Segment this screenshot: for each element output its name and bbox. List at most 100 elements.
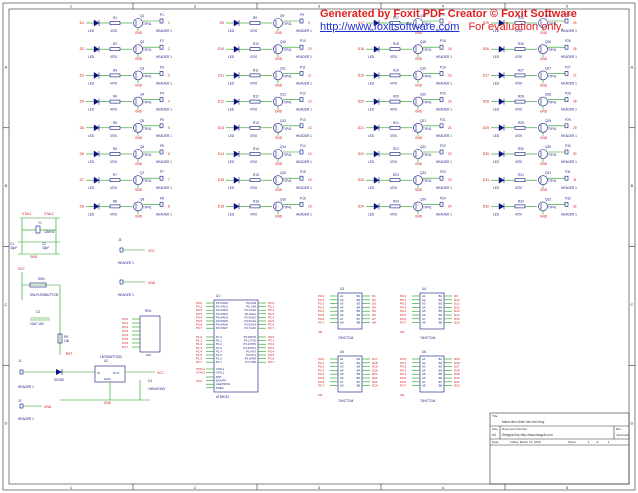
header-label: HEADER 1 [156,186,172,190]
transistor-ref: Q17 [420,14,426,18]
crystal-icon [35,225,41,234]
pin-label: P0.7/AD7 [216,326,228,330]
net-label: GND [148,281,156,285]
net-label: P2.1 [268,305,275,309]
led-driver-cell: D8 LED R8 4700 Q8 TIP41 GND P8 HEADER 1 8 [80,196,173,218]
resistor-value: 4700 [515,160,522,164]
net-label: D17 [358,21,364,25]
pin-label: B5 [357,372,361,376]
resistor-value: 4700 [515,29,522,33]
resistor-ref: R9 [253,16,257,20]
led-icon [93,176,100,184]
net-label: D27 [483,73,489,77]
header-ref: P29 [565,118,571,122]
gnd-label: GND [135,162,143,166]
gnd-label: GND [415,31,423,35]
resistor-ref: R29 [518,121,524,125]
pin-label: XTAL2 [216,371,225,375]
titleblock-value: 1 [588,440,590,444]
border-row-label: C [631,302,634,307]
pin-label: A3 [340,365,344,369]
titleblock-title: Mach dieu khien den led nhay [502,420,545,424]
header-label: HEADER 1 [156,108,172,112]
transistor-icon [133,96,143,107]
net-label: D26 [454,361,460,365]
header-label: HEADER 1 [561,160,577,164]
header-label: HEADER 1 [436,186,452,190]
led-label: LED [228,212,235,216]
pin-label: A2 [422,361,426,365]
transistor-ref: Q15 [280,171,286,175]
net-label: D6 [372,313,376,317]
transistor-ref: Q23 [420,171,426,175]
pin-number: 31 [573,178,577,182]
net-label: P3.6 [268,357,275,361]
pin-label: P1.7 [216,360,222,364]
gnd-label: GND [275,162,283,166]
resistor-value: 4700 [390,134,397,138]
pin-label: B6 [439,376,443,380]
transistor-type: TIP41 [548,127,557,131]
led-label: LED [228,81,235,85]
resistor-icon [249,178,261,182]
transistor-type: TIP41 [143,127,152,131]
resistor-icon [514,204,526,209]
transistor-type: TIP41 [283,22,292,26]
led-icon [498,176,505,184]
titleblock-value: Friday, March 13, 2009 [510,440,541,444]
net-label: XTAL2 [196,371,205,375]
header-label: HEADER 1 [561,212,577,216]
transistor-ref: Q6 [140,145,144,149]
transistor-type: TIP41 [143,22,152,26]
pin-label: A2 [340,361,344,365]
led-driver-cell: D4 LED R4 4700 Q4 TIP41 GND P4 HEADER 1 4 [80,92,173,114]
transistor-type: TIP41 [283,127,292,131]
pin-number: 21 [448,126,452,130]
header-label: HEADER 1 [296,186,312,190]
border-col-label: 2 [194,485,197,490]
regulator-ref: U2 [104,359,108,363]
header-label: HEADER 1 [296,160,312,164]
net-label: P0.0 [400,294,407,298]
border-row-label: A [631,64,634,69]
titleblock-label: Date: [492,440,499,444]
pin-number: 17 [448,21,452,25]
watermark-line1: Generated by Foxit PDF Creator © Foxit S… [320,8,577,20]
buffer-name: 74HCT244 [420,336,436,340]
watermark-url[interactable]: http://www.foxitsoftware.com [320,21,460,33]
pin-number: 5 [168,126,170,130]
pin-label: B1 [357,357,361,361]
led-driver-cell: D12 LED R12 4700 Q12 TIP41 GND P12 HEADER 1 12 [218,92,312,114]
transistor-icon [273,175,283,185]
cap-value: 10uF 16V [30,322,45,326]
cap-ref: C3 [36,310,40,314]
border-row-label: D [5,421,8,426]
pin-label: B1 [439,357,443,361]
net-label: P2.2 [268,308,275,312]
led-label: LED [368,134,375,138]
net-label: P0.6 [122,341,129,345]
transistor-icon [538,123,548,133]
transistor-icon [538,149,548,159]
buffer-ref: U6 [422,350,426,354]
pin-label: EA/VPP [216,379,226,383]
header-label: HEADER 1 [436,81,452,85]
border-col-label: 2 [194,4,197,9]
transistor-icon [133,70,143,81]
header-icon [439,175,444,181]
resistor-icon [514,152,526,156]
resistor-ref: R2 [113,42,117,46]
transistor-type: TIP41 [423,179,432,183]
header-ref: P28 [565,92,571,96]
header-icon [439,71,444,76]
resistor-ref: R6 [113,147,117,151]
header-icon [159,149,164,155]
net-label: P0.7 [196,326,203,330]
pin-number: 28 [573,100,577,104]
gnd-label: GND [540,188,548,192]
gnd-label: GND [104,401,112,405]
header-label: HEADER 1 [296,134,312,138]
led-icon [93,203,100,210]
